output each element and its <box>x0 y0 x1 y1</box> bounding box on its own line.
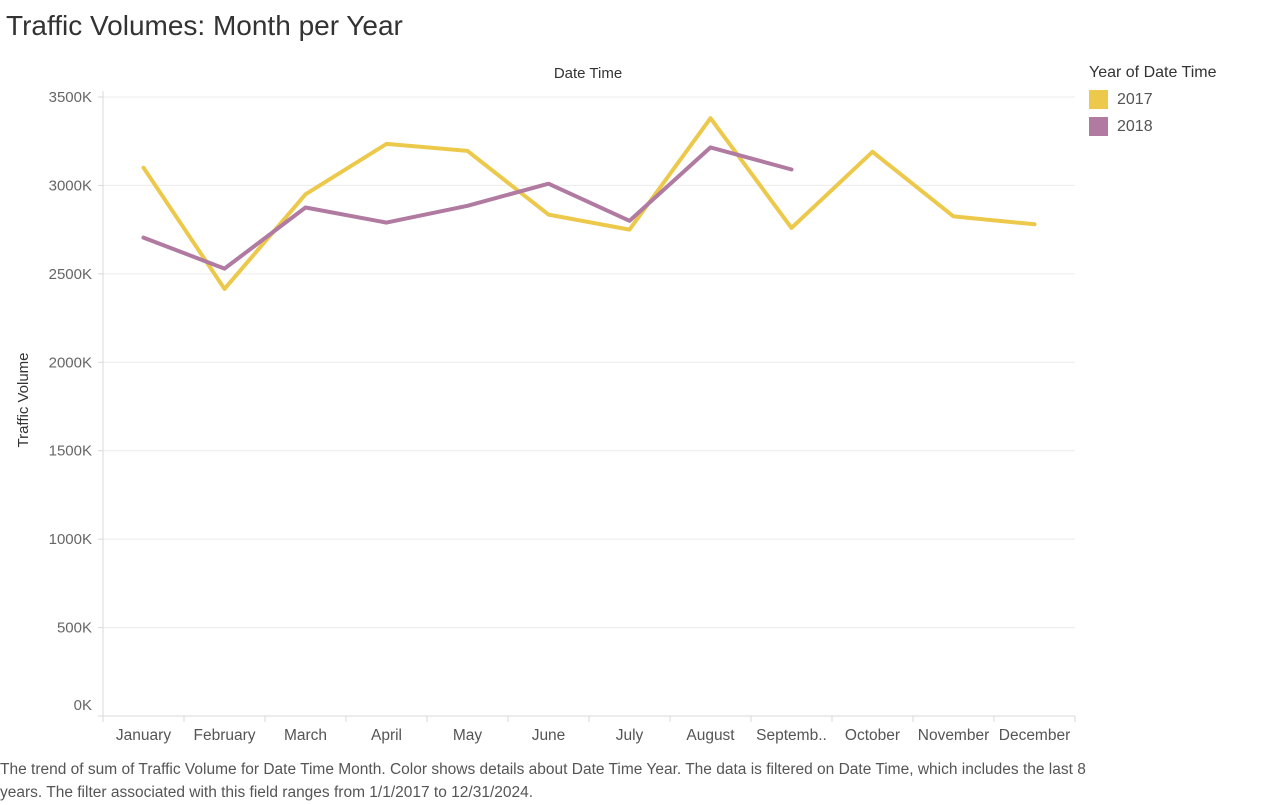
x-tick-label: November <box>918 727 990 744</box>
chart-caption: The trend of sum of Traffic Volume for D… <box>0 761 1086 801</box>
x-tick-label: May <box>453 727 483 744</box>
x-tick-label: February <box>193 727 255 744</box>
series-line-2018 <box>141 145 794 271</box>
y-tick-label: 0K <box>74 697 92 714</box>
legend-title: Year of Date Time <box>1089 64 1217 81</box>
y-tick-label: 2500K <box>49 266 92 283</box>
legend-swatch-2017 <box>1089 90 1108 109</box>
x-tick-label: March <box>284 727 327 744</box>
x-axis-title: Date Time <box>554 65 622 82</box>
x-tick-label: Septemb.. <box>756 727 827 744</box>
legend-item-2018[interactable]: 2018 <box>1089 113 1269 140</box>
y-tick-label: 1000K <box>49 531 92 548</box>
series-line-2017 <box>141 116 1037 291</box>
y-tick-label: 2000K <box>49 354 92 371</box>
x-tick-label: August <box>686 727 735 744</box>
x-tick-label: January <box>116 727 171 744</box>
y-axis-title: Traffic Volume <box>15 352 32 447</box>
legend[interactable]: Year of Date Time 2017 2018 <box>1089 64 1269 140</box>
y-tick-label: 3500K <box>49 89 92 106</box>
chart-title: Traffic Volumes: Month per Year <box>6 10 403 41</box>
x-tick-label: April <box>371 727 402 744</box>
x-tick-label: July <box>616 727 644 744</box>
x-tick-label: December <box>999 727 1071 744</box>
y-tick-label: 3000K <box>49 177 92 194</box>
x-tick-label: October <box>845 727 900 744</box>
legend-label: 2018 <box>1117 117 1153 135</box>
legend-swatch-2018 <box>1089 117 1108 136</box>
x-tick-label: June <box>532 727 566 744</box>
y-tick-label: 1500K <box>49 443 92 460</box>
legend-item-2017[interactable]: 2017 <box>1089 86 1269 113</box>
y-tick-label: 500K <box>57 620 92 637</box>
legend-label: 2017 <box>1117 90 1153 108</box>
